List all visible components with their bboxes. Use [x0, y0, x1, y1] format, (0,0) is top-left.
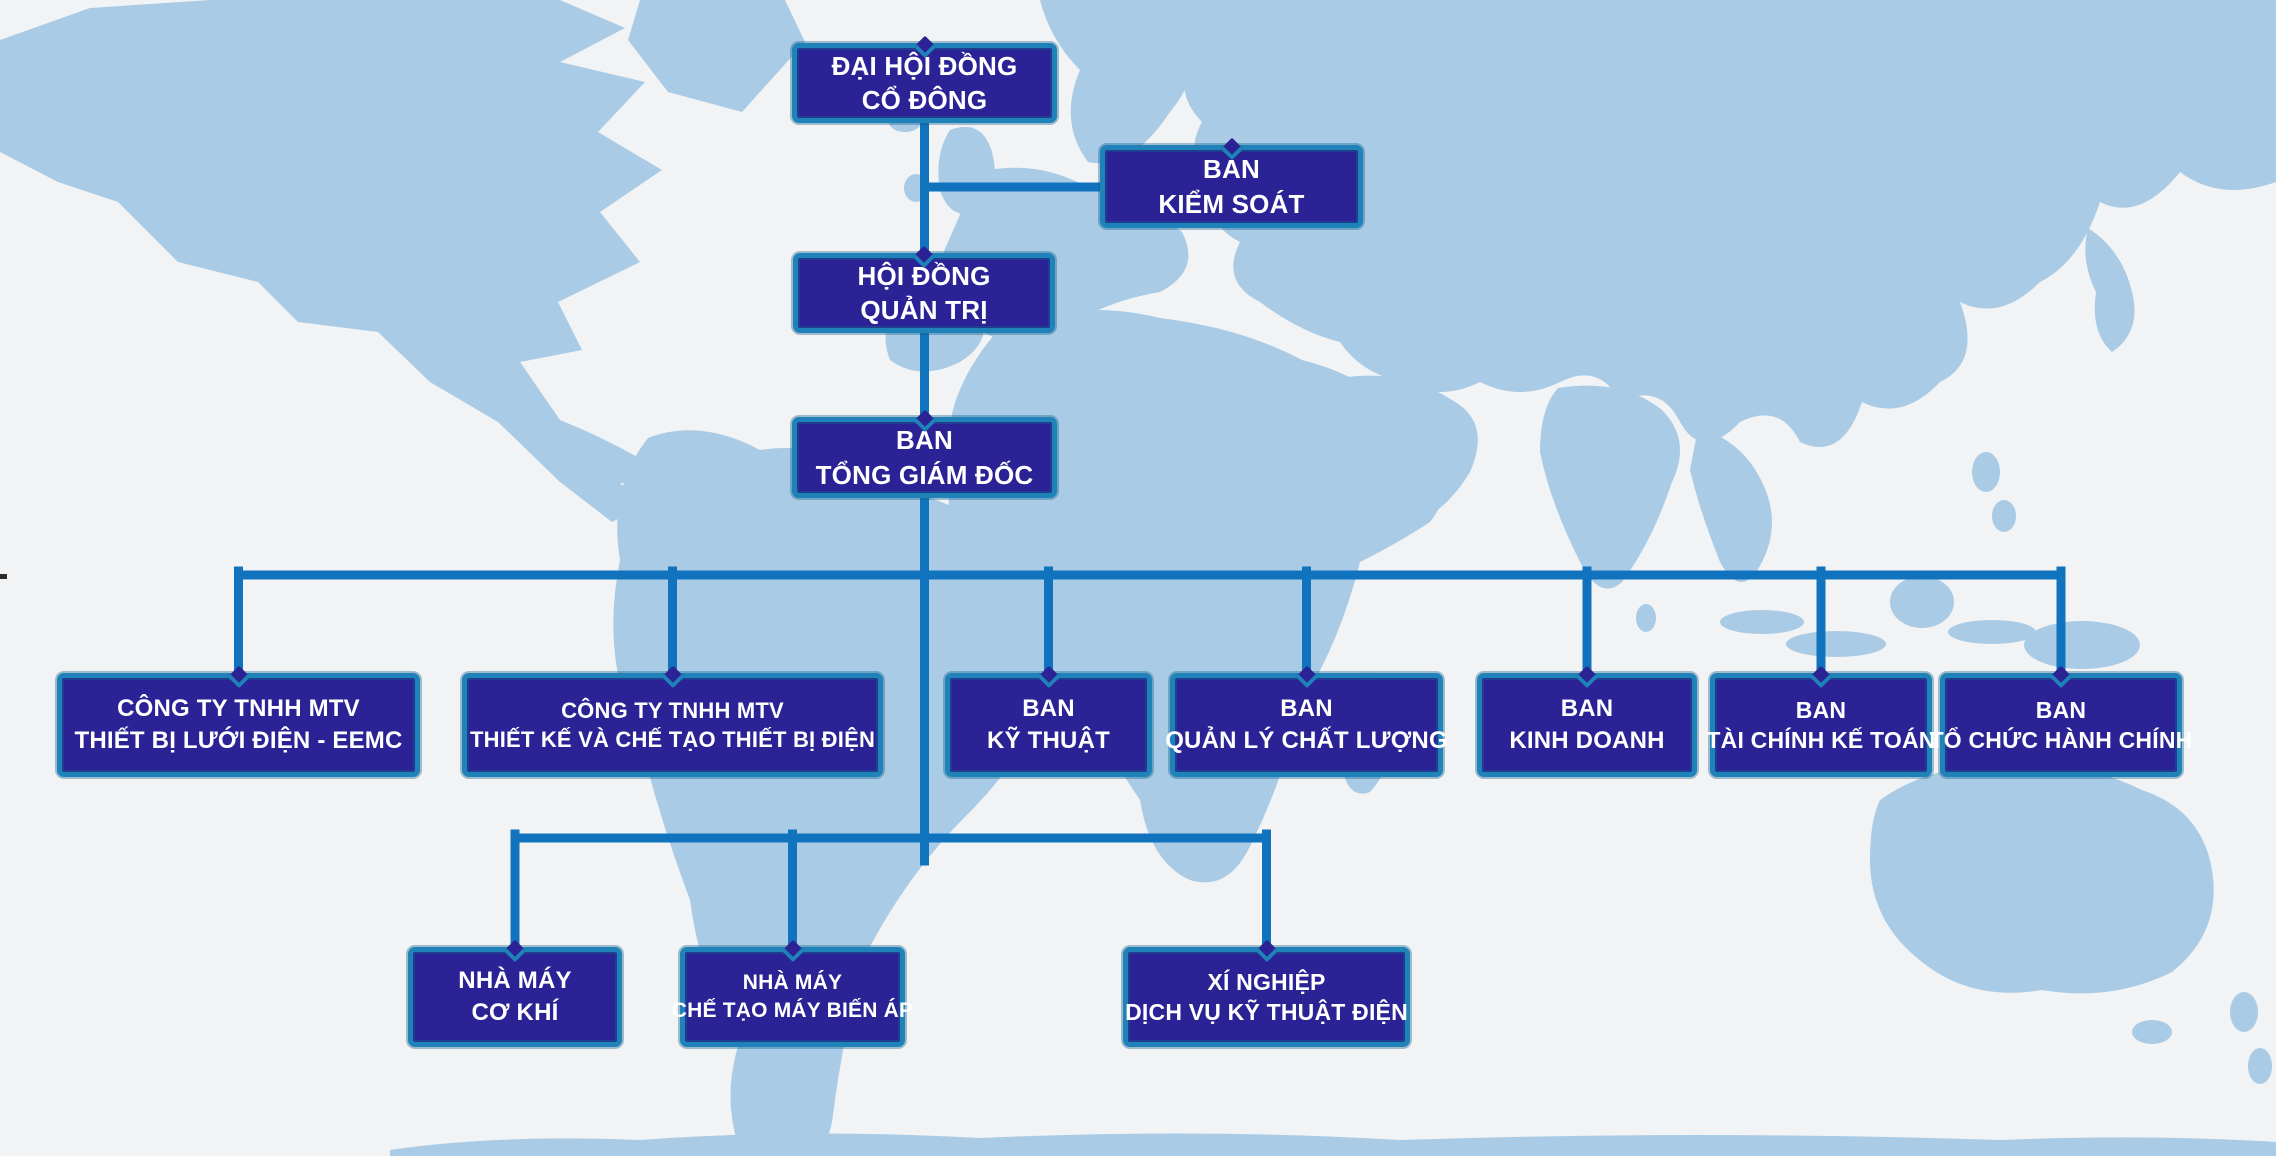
- org-node-board-of-directors: HỘI ĐỒNG QUẢN TRỊ: [793, 253, 1055, 333]
- node-label-line2: TÀI CHÍNH KẾ TOÁN: [1706, 727, 1936, 753]
- node-label-line1: BAN: [1795, 696, 1847, 723]
- left-edge-artifact: [0, 574, 7, 579]
- node-label-line2: QUẢN TRỊ: [860, 295, 988, 325]
- org-node-mechanical-factory: NHÀ MÁY CƠ KHÍ: [408, 947, 622, 1047]
- node-label-line1: BAN: [1280, 695, 1333, 723]
- node-label-line2: KIỂM SOÁT: [1158, 188, 1305, 219]
- node-label-line1: BAN: [1022, 695, 1075, 723]
- node-label-line1: BAN: [1203, 154, 1260, 185]
- node-label-line2: DỊCH VỤ KỸ THUẬT ĐIỆN: [1125, 999, 1408, 1025]
- node-label-line2: TỔ CHỨC HÀNH CHÍNH: [1929, 727, 2193, 753]
- node-label-line2: CHẾ TẠO MÁY BIẾN ÁP: [671, 999, 914, 1022]
- org-node-electrical-service-enterprise: XÍ NGHIỆP DỊCH VỤ KỸ THUẬT ĐIỆN: [1123, 947, 1410, 1047]
- org-node-design-mfg-company: CÔNG TY TNHH MTV THIẾT KẾ VÀ CHẾ TẠO THI…: [462, 673, 883, 777]
- node-label-line1: BAN: [1560, 695, 1614, 723]
- node-label-line1: NHÀ MÁY: [458, 967, 572, 995]
- node-label-line1: HỘI ĐỒNG: [857, 260, 991, 291]
- org-node-transformer-factory: NHÀ MÁY CHẾ TẠO MÁY BIẾN ÁP: [672, 947, 913, 1047]
- org-node-general-directors: BAN TỔNG GIÁM ĐỐC: [792, 417, 1057, 498]
- node-label-line1: CÔNG TY TNHH MTV: [561, 697, 784, 723]
- node-label-line1: BAN: [2035, 696, 2087, 723]
- node-label-line2: KỸ THUẬT: [987, 727, 1110, 754]
- node-label-line1: BAN: [896, 425, 953, 456]
- node-label-line1: NHÀ MÁY: [742, 971, 843, 995]
- org-node-business-dept: BAN KINH DOANH: [1477, 673, 1697, 777]
- org-node-shareholders-meeting: ĐẠI HỘI ĐỒNG CỔ ĐÔNG: [792, 43, 1057, 123]
- org-node-finance-accounting-dept: BAN TÀI CHÍNH KẾ TOÁN: [1706, 673, 1935, 777]
- node-label-line2: CƠ KHÍ: [471, 999, 559, 1026]
- node-label-line1: ĐẠI HỘI ĐỒNG: [831, 50, 1018, 81]
- org-node-grid-equipment-company: CÔNG TY TNHH MTV THIẾT BỊ LƯỚI ĐIỆN - EE…: [57, 673, 420, 777]
- org-node-supervisory-board: BAN KIỂM SOÁT: [1100, 145, 1363, 228]
- node-label-line2: THIẾT BỊ LƯỚI ĐIỆN - EEMC: [74, 727, 403, 754]
- org-node-hr-admin-dept: BAN TỔ CHỨC HÀNH CHÍNH: [1930, 673, 2192, 777]
- node-label-line2: KINH DOANH: [1509, 727, 1665, 754]
- node-label-line1: XÍ NGHIỆP: [1207, 968, 1326, 995]
- node-label-line2: CỔ ĐÔNG: [861, 85, 988, 115]
- node-label-line2: QUẢN LÝ CHẤT LƯỢNG: [1165, 727, 1448, 754]
- node-label-line1: CÔNG TY TNHH MTV: [117, 695, 360, 723]
- org-node-quality-mgmt-dept: BAN QUẢN LÝ CHẤT LƯỢNG: [1165, 673, 1448, 777]
- org-node-technical-dept: BAN KỸ THUẬT: [945, 673, 1152, 777]
- node-label-line2: TỔNG GIÁM ĐỐC: [815, 459, 1034, 490]
- node-label-line2: THIẾT KẾ VÀ CHẾ TẠO THIẾT BỊ ĐIỆN: [469, 727, 876, 752]
